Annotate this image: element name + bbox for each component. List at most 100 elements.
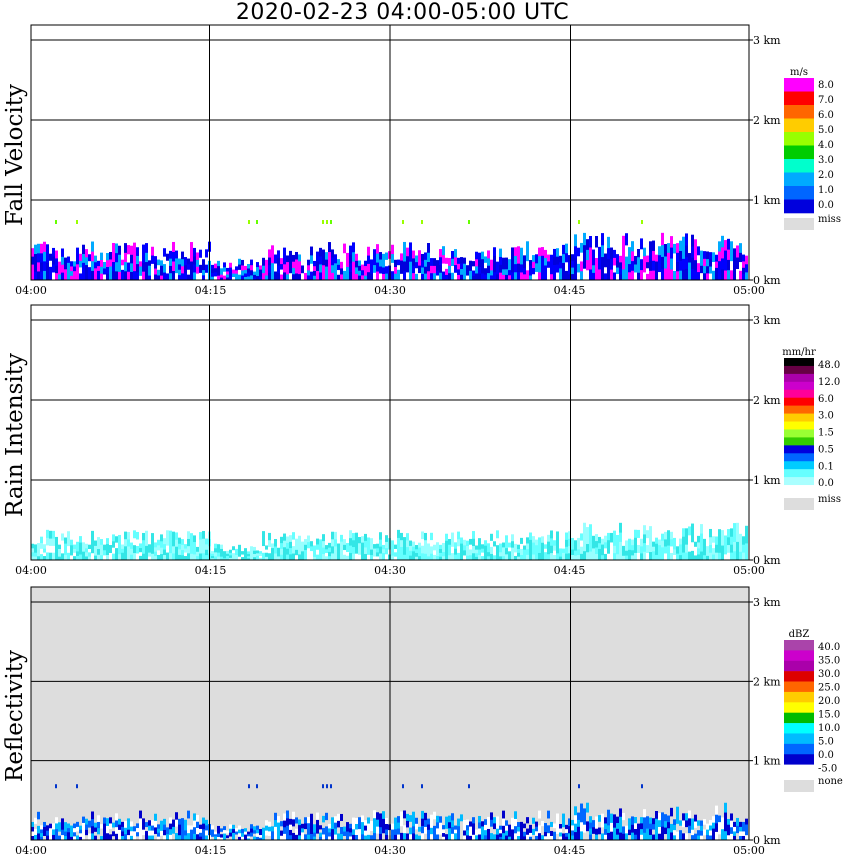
echo-cell <box>187 825 190 834</box>
echo-cell <box>292 267 295 275</box>
echo-cell <box>484 555 487 561</box>
echo-cell <box>298 267 301 275</box>
echo-cell <box>559 824 562 829</box>
echo-cell <box>547 825 550 834</box>
echo-cell <box>490 546 493 554</box>
echo-cell <box>346 555 349 561</box>
echo-cell <box>322 540 325 548</box>
echo-cell <box>604 535 607 543</box>
echo-cell <box>160 820 163 827</box>
echo-cell <box>583 808 586 817</box>
echo-cell <box>718 251 721 262</box>
echo-cell <box>169 828 172 835</box>
echo-cell <box>238 552 241 557</box>
echo-cell <box>547 832 550 841</box>
echo-cell <box>64 831 67 837</box>
time-tick-label: 04:45 <box>554 844 586 857</box>
echo-cell <box>466 555 469 561</box>
echo-cell <box>484 274 487 281</box>
echo-cell <box>76 555 79 561</box>
echo-cell <box>130 542 133 549</box>
echo-speck <box>256 220 258 224</box>
echo-cell <box>109 272 112 281</box>
echo-cell <box>91 538 94 546</box>
echo-cell <box>214 555 217 561</box>
echo-cell <box>46 552 49 561</box>
echo-cell <box>226 830 229 834</box>
echo-cell <box>37 252 40 263</box>
echo-cell <box>121 269 124 276</box>
echo-cell <box>478 273 481 281</box>
echo-cell <box>682 269 685 281</box>
echo-cell <box>571 824 574 831</box>
echo-cell <box>184 272 187 281</box>
echo-cell <box>274 546 277 554</box>
echo-cell <box>49 538 52 546</box>
echo-cell <box>154 262 157 269</box>
echo-cell <box>94 273 97 281</box>
echo-cell <box>178 263 181 270</box>
echo-cell <box>529 824 532 830</box>
legend-swatch <box>784 681 814 693</box>
echo-cell <box>502 263 505 270</box>
echo-cell <box>241 836 244 841</box>
echo-cell <box>616 553 619 561</box>
echo-cell <box>430 553 433 561</box>
echo-cell <box>496 530 499 539</box>
echo-cell <box>718 529 721 538</box>
echo-cell <box>541 548 544 555</box>
height-tick-label: 0 km <box>753 834 781 847</box>
legend-label: 7.0 <box>818 95 834 106</box>
echo-cell <box>295 834 298 841</box>
echo-cell <box>562 833 565 841</box>
echo-cell <box>115 261 118 272</box>
echo-cell <box>298 547 301 555</box>
echo-cell <box>154 542 157 548</box>
echo-cell <box>532 536 535 543</box>
echo-cell <box>688 271 691 281</box>
echo-cell <box>433 258 436 266</box>
echo-cell <box>724 830 727 841</box>
echo-cell <box>373 544 376 549</box>
echo-cell <box>607 236 610 249</box>
legend-swatch <box>784 186 814 200</box>
echo-cell <box>322 272 325 281</box>
time-tick-label: 04:45 <box>554 564 586 577</box>
echo-cell <box>328 823 331 829</box>
echo-cell <box>676 252 679 263</box>
echo-cell <box>370 554 373 561</box>
echo-cell <box>235 269 238 274</box>
echo-cell <box>349 245 352 255</box>
echo-cell <box>205 249 208 258</box>
echo-cell <box>145 545 148 554</box>
legend-swatch <box>784 105 814 119</box>
echo-cell <box>634 529 637 538</box>
echo-cell <box>364 540 367 548</box>
echo-cell <box>574 540 577 546</box>
echo-cell <box>421 273 424 281</box>
echo-cell <box>259 276 262 281</box>
echo-cell <box>502 832 505 841</box>
echo-cell <box>670 552 673 561</box>
echo-cell <box>202 552 205 561</box>
echo-cell <box>139 555 142 561</box>
echo-cell <box>316 270 319 281</box>
echo-cell <box>637 272 640 281</box>
echo-cell <box>265 552 268 557</box>
echo-cell <box>439 264 442 273</box>
echo-cell <box>637 248 640 258</box>
echo-cell <box>673 548 676 555</box>
echo-cell <box>286 817 289 826</box>
echo-cell <box>49 273 52 281</box>
echo-cell <box>40 252 43 263</box>
echo-cell <box>163 549 166 556</box>
echo-cell <box>256 836 259 841</box>
legend-label: 1.5 <box>818 428 834 439</box>
echo-cell <box>151 255 154 264</box>
echo-cell <box>508 555 511 561</box>
echo-cell <box>544 544 547 549</box>
echo-cell <box>544 552 547 557</box>
echo-cell <box>199 264 202 273</box>
echo-cell <box>472 270 475 276</box>
echo-cell <box>622 826 625 834</box>
